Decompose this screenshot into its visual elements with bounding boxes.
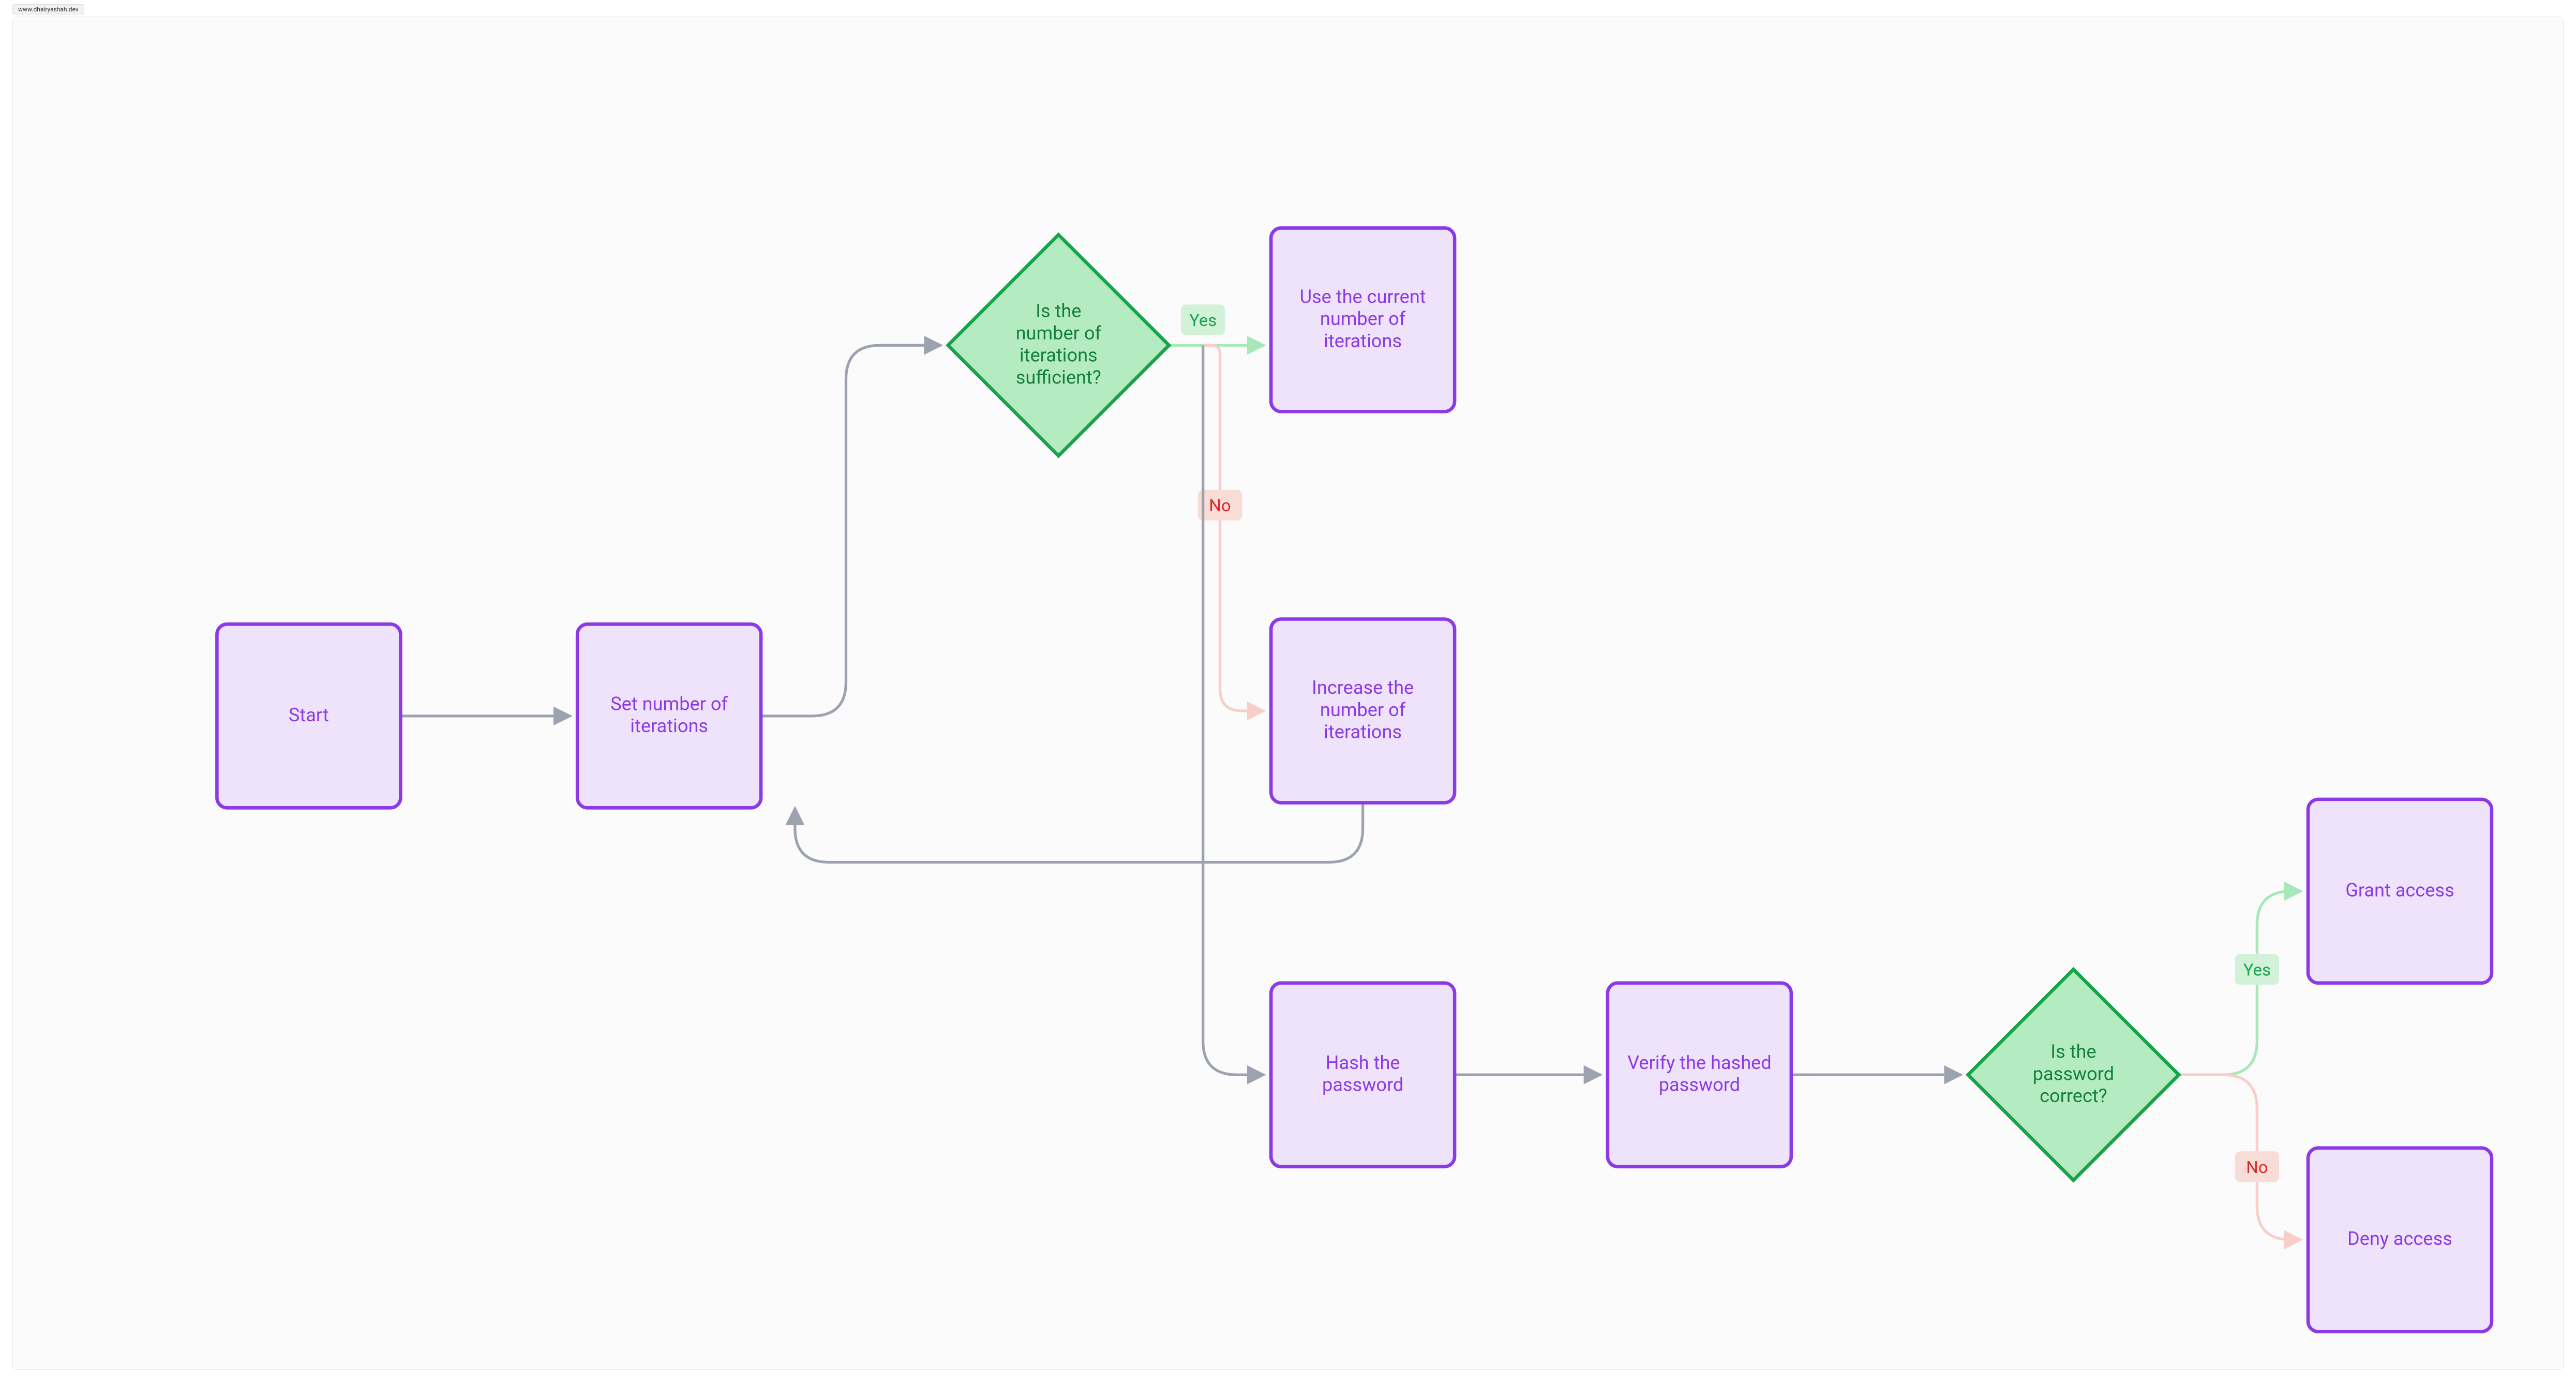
node-set_iter[interactable]: Set number ofiterations (577, 624, 761, 808)
flowchart-svg: Yes No Yes No Start Set number ofiterations Is… (13, 17, 2563, 1369)
node-verify_pw[interactable]: Verify the hashedpassword (1608, 983, 1791, 1167)
diagram-canvas: Yes No Yes No Start Set number ofiterations Is… (12, 17, 2564, 1370)
url-badge: www.dhairyashah.dev (12, 4, 84, 14)
edge-e2 (761, 345, 941, 716)
node-label-grant: Grant access (2345, 879, 2454, 901)
node-grant[interactable]: Grant access (2308, 799, 2492, 983)
node-hash_pw[interactable]: Hash thepassword (1271, 983, 1455, 1167)
node-is_pw_ok[interactable]: Is thepasswordcorrect? (1968, 970, 2179, 1181)
node-inc_iter[interactable]: Increase thenumber ofiterations (1271, 619, 1455, 803)
node-label-start: Start (289, 703, 329, 725)
node-deny[interactable]: Deny access (2308, 1148, 2492, 1332)
edge-e4 (1203, 345, 1264, 711)
node-label-deny: Deny access (2347, 1227, 2452, 1250)
node-label-hash_pw: Hash thepassword (1322, 1051, 1403, 1095)
node-use_iter[interactable]: Use the currentnumber ofiterations (1271, 228, 1455, 412)
edge-label-e3: Yes (1189, 311, 1217, 331)
node-label-inc_iter: Increase thenumber ofiterations (1312, 676, 1414, 742)
edge-label-e9: Yes (2243, 961, 2271, 980)
edge-e5 (795, 803, 1363, 862)
edge-label-e4: No (1209, 496, 1231, 516)
node-start[interactable]: Start (217, 624, 400, 808)
edge-label-e10: No (2246, 1158, 2268, 1178)
nodes-layer: Start Set number ofiterations Is thenumber… (217, 228, 2492, 1332)
node-is_iter_ok[interactable]: Is thenumber ofiterationssufficient? (948, 235, 1169, 456)
